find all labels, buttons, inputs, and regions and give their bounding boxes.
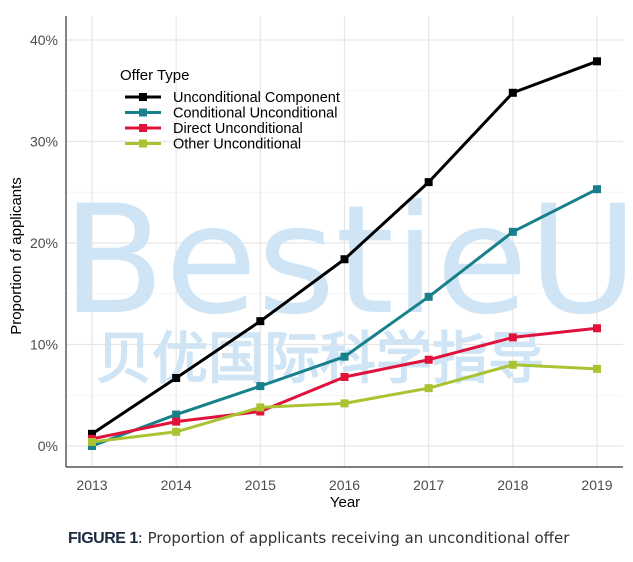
- x-tick-label: 2016: [329, 477, 360, 493]
- legend-label: Conditional Unconditional: [173, 106, 337, 122]
- x-tick-label: 2018: [497, 477, 528, 493]
- data-point: [424, 292, 433, 301]
- legend-item: Direct Unconditional: [125, 121, 303, 137]
- y-axis-title: Proportion of applicants: [8, 177, 25, 335]
- x-tick-label: 2017: [413, 477, 444, 493]
- legend-item: Other Unconditional: [125, 137, 301, 153]
- data-point: [424, 384, 433, 393]
- series-other-unconditional: [88, 360, 601, 446]
- figure-caption: FIGURE 1: Proportion of applicants recei…: [68, 529, 569, 548]
- data-point: [172, 427, 181, 436]
- data-point: [172, 417, 181, 426]
- legend-title: Offer Type: [120, 67, 190, 84]
- data-point: [256, 407, 265, 416]
- legend-key-marker: [139, 93, 147, 101]
- legend-label: Unconditional Component: [173, 90, 340, 106]
- y-tick-label: 0%: [38, 438, 58, 454]
- legend-key-marker: [139, 139, 147, 148]
- data-point: [508, 227, 517, 236]
- legend-key-marker: [139, 108, 147, 117]
- x-tick-label: 2015: [245, 477, 276, 493]
- data-point: [424, 178, 433, 187]
- data-point: [424, 355, 433, 364]
- data-point: [508, 360, 517, 369]
- data-point: [172, 410, 181, 419]
- legend-item: Unconditional Component: [125, 90, 340, 106]
- data-point: [340, 255, 349, 264]
- data-point: [256, 382, 265, 391]
- series-conditional-unconditional: [88, 185, 601, 450]
- y-tick-label: 30%: [30, 134, 58, 150]
- data-point: [88, 437, 96, 446]
- y-tick-label: 20%: [30, 235, 58, 251]
- data-point: [340, 352, 349, 361]
- x-axis-title: Year: [330, 494, 360, 511]
- series-unconditional-component: [88, 57, 601, 438]
- legend-item: Conditional Unconditional: [125, 106, 337, 122]
- axes: [65, 16, 623, 468]
- watermark-cjk: 贝优国际科学指导: [96, 327, 544, 392]
- data-point: [508, 333, 517, 342]
- data-point: [256, 403, 265, 412]
- data-point: [340, 372, 349, 381]
- data-point: [508, 88, 517, 97]
- legend: Offer Type Unconditional ComponentCondit…: [120, 67, 340, 153]
- data-point: [593, 57, 601, 66]
- legend-key-marker: [139, 124, 147, 132]
- y-tick-label: 10%: [30, 337, 58, 353]
- data-point: [88, 429, 96, 438]
- data-point: [256, 317, 265, 326]
- legend-label: Other Unconditional: [173, 137, 301, 153]
- legend-label: Direct Unconditional: [173, 121, 303, 137]
- x-tick-label: 2014: [161, 477, 192, 493]
- data-point: [593, 324, 601, 333]
- tick-labels: 0% 10% 20% 30% 40% 2013 2014 2015 2016 2017 2018 20…: [30, 32, 613, 493]
- data-point: [593, 364, 601, 373]
- data-point: [172, 373, 181, 382]
- x-tick-label: 2013: [76, 477, 107, 493]
- data-point: [340, 399, 349, 408]
- data-point: [593, 185, 601, 194]
- y-tick-label: 40%: [30, 32, 58, 48]
- caption-text: : Proportion of applicants receiving an …: [137, 529, 570, 547]
- series-direct-unconditional: [88, 324, 601, 443]
- caption-label: FIGURE 1: [68, 530, 138, 547]
- x-tick-label: 2019: [581, 477, 612, 493]
- line-chart: BestieU 贝优国际科学指导 0%10%20%30%40%2013 2014 2…: [8, 16, 633, 511]
- data-point: [88, 442, 96, 450]
- series-layer: [88, 57, 601, 450]
